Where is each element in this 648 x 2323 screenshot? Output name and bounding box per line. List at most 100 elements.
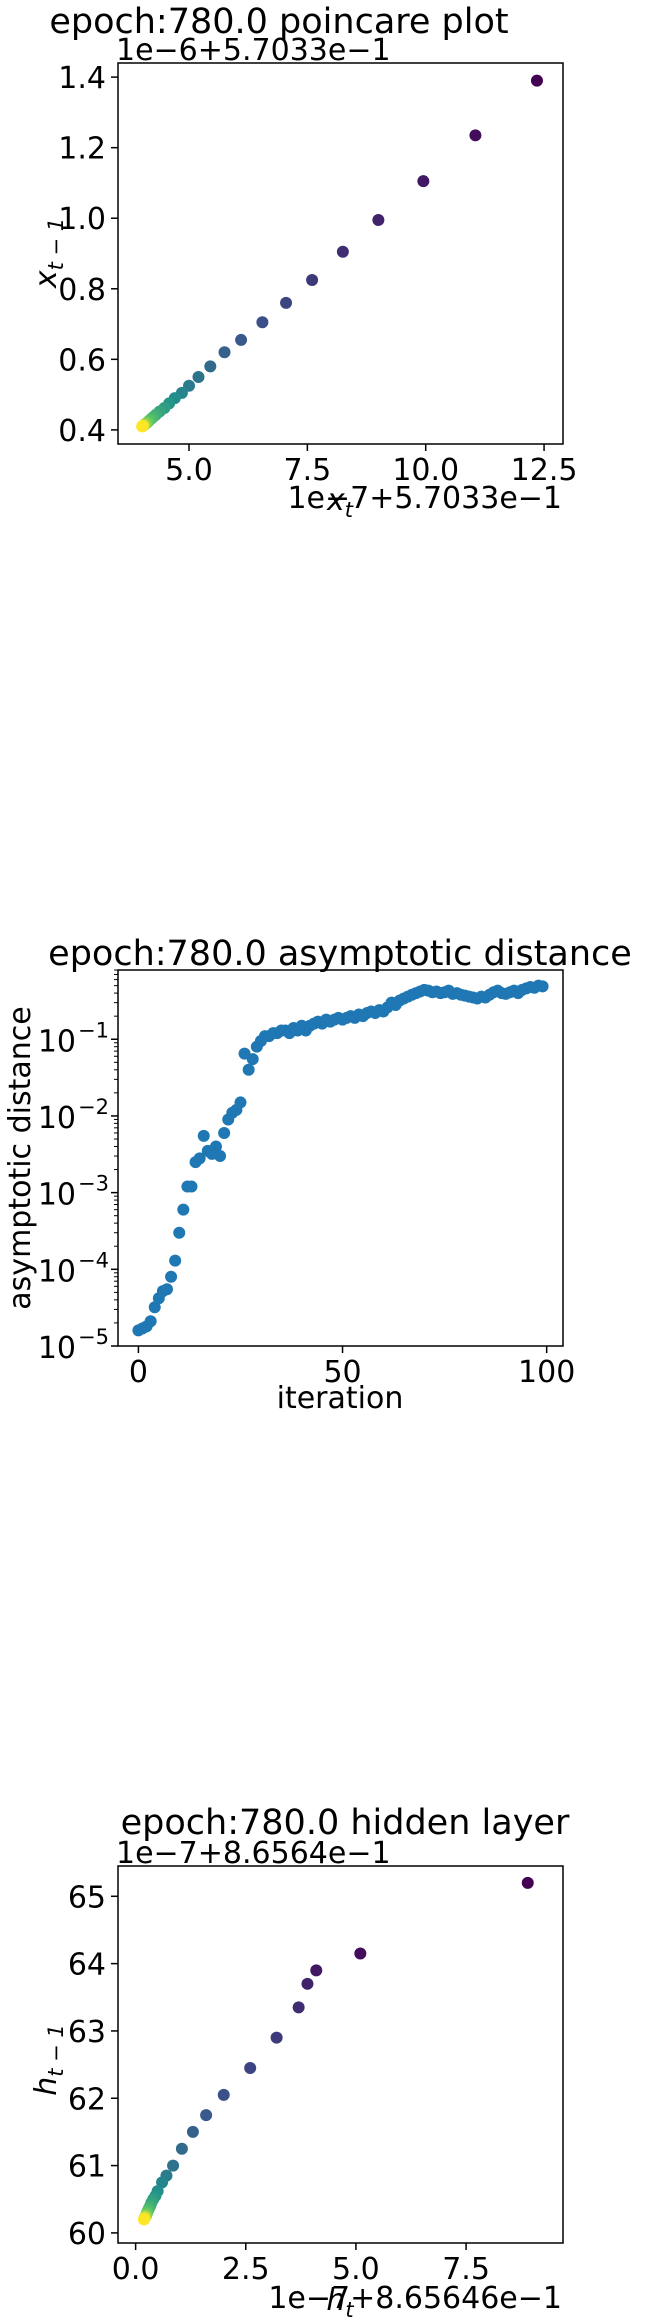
chart3-y-tick-label: 65 — [68, 1880, 106, 1915]
chart3-point — [521, 1876, 534, 1889]
chart1-x-tick-label: 7.5 — [284, 453, 332, 488]
chart1-y-offset-text: 1e−6+5.7033e−1 — [116, 33, 391, 68]
chart1-y-ticks: 0.4 0.6 0.8 1.0 1.2 1.4 — [58, 61, 118, 449]
chart2-x-tick-label: 0 — [129, 1355, 148, 1390]
chart1-point — [530, 74, 543, 87]
chart3-point — [292, 2001, 305, 2014]
chart3-point — [175, 2142, 188, 2155]
chart2-y-tick-exponent: −1 — [78, 1018, 109, 1042]
chart1-point — [417, 175, 430, 188]
chart1-point — [256, 316, 269, 329]
chart3-x-offset-text: 1e−7+8.65646e−1 — [268, 2281, 562, 2316]
chart3-points — [137, 1876, 534, 2226]
chart3-point — [310, 1964, 323, 1977]
chart2-points — [132, 979, 549, 1337]
chart1-point — [306, 273, 319, 286]
chart1-point — [336, 245, 349, 258]
chart3-x-tick-label: 0.0 — [112, 2252, 160, 2287]
chart2-point — [209, 1140, 222, 1153]
chart3-x-ticks: 0.0 2.5 5.0 7.5 — [112, 2243, 490, 2287]
chart1-x-offset-text: 1e−7+5.7033e−1 — [287, 481, 562, 516]
chart1-y-tick-label: 0.4 — [58, 414, 106, 449]
chart3-title: epoch:780.0 hidden layer — [121, 1803, 570, 1843]
chart3-point — [301, 1977, 314, 1990]
chart3-point — [270, 2031, 283, 2044]
chart2-point — [234, 1096, 247, 1109]
hidden-layer-chart: epoch:780.0 hidden layer 1e−7+8.6564e−1 … — [29, 1803, 570, 2322]
chart1-y-tick-label: 1.0 — [58, 202, 106, 237]
chart1-x-tick-label: 5.0 — [165, 453, 213, 488]
chart2-title: epoch:780.0 asymptotic distance — [48, 934, 632, 974]
chart3-point — [354, 1947, 367, 1960]
chart2-point — [165, 1270, 178, 1283]
chart2-point — [160, 1283, 173, 1296]
chart3-y-tick-label: 61 — [68, 2150, 106, 2185]
chart2-point — [185, 1180, 198, 1193]
chart2-point — [169, 1254, 182, 1267]
chart1-point — [372, 213, 385, 226]
chart1-point — [204, 360, 217, 373]
chart1-x-ticks: 5.0 7.5 10.0 12.5 — [165, 444, 577, 488]
chart3-x-tick-label: 7.5 — [442, 2252, 490, 2287]
chart2-y-tick-label: 10 — [38, 1331, 76, 1366]
chart2-y-tick-label: 10 — [38, 1178, 76, 1213]
chart3-x-tick-label: 2.5 — [222, 2252, 270, 2287]
chart3-y-label: ht − 1 — [29, 2024, 68, 2096]
chart2-x-label: iteration — [277, 1381, 404, 1416]
chart3-y-tick-label: 64 — [68, 1948, 106, 1983]
chart2-point — [214, 1150, 227, 1163]
chart2-point — [246, 1053, 259, 1066]
chart2-x-ticks: 0 50 100 — [129, 1346, 575, 1390]
chart3-y-tick-label: 60 — [68, 2217, 106, 2252]
chart2-y-tick-exponent: −5 — [78, 1325, 109, 1349]
chart2-x-tick-label: 100 — [518, 1355, 575, 1390]
chart2-y-tick-exponent: −4 — [78, 1248, 109, 1272]
chart2-point — [242, 1063, 255, 1076]
chart1-y-tick-label: 1.2 — [58, 132, 106, 167]
chart1-points — [136, 74, 543, 433]
chart2-axes-frame — [117, 969, 564, 1347]
chart2-point — [144, 1315, 157, 1328]
chart2-point — [148, 1301, 161, 1314]
chart2-y-tick-label: 10 — [38, 1254, 76, 1289]
chart3-y-offset-text: 1e−7+8.6564e−1 — [116, 1836, 391, 1871]
chart3-x-tick-label: 5.0 — [332, 2252, 380, 2287]
chart1-point — [218, 346, 231, 359]
chart3-y-ticks: 60 61 62 63 64 65 — [68, 1880, 118, 2252]
chart2-point — [197, 1129, 210, 1142]
chart2-y-tick-exponent: −3 — [78, 1172, 109, 1196]
chart2-y-tick-label: 10 — [38, 1101, 76, 1136]
chart1-y-tick-label: 0.8 — [58, 273, 106, 308]
chart3-point — [217, 2088, 230, 2101]
asymptotic-distance-chart: epoch:780.0 asymptotic distance 0 50 100 1… — [3, 934, 632, 1416]
chart3-point — [186, 2125, 199, 2138]
chart3-point — [137, 2213, 150, 2226]
chart1-y-tick-label: 0.6 — [58, 343, 106, 378]
chart2-point — [193, 1152, 206, 1165]
chart2-point — [173, 1226, 186, 1239]
chart3-y-tick-label: 62 — [68, 2082, 106, 2117]
chart1-y-label: xt − 1 — [29, 218, 68, 289]
chart1-point — [280, 296, 293, 309]
chart1-point — [235, 333, 248, 346]
chart1-x-tick-label: 12.5 — [511, 453, 578, 488]
chart1-point — [136, 420, 149, 433]
chart1-point — [469, 129, 482, 142]
chart2-x-tick-label: 50 — [323, 1355, 361, 1390]
chart3-point — [200, 2109, 213, 2122]
chart1-point — [192, 370, 205, 383]
chart2-point — [177, 1203, 190, 1216]
chart1-axes-frame — [117, 62, 564, 445]
chart3-axes-frame — [117, 1865, 564, 2244]
chart2-y-tick-label: 10 — [38, 1024, 76, 1059]
chart2-y-label: asymptotic distance — [3, 1006, 38, 1309]
chart1-y-tick-label: 1.4 — [58, 61, 106, 96]
chart3-point — [244, 2061, 257, 2074]
chart2-point — [536, 980, 549, 993]
chart3-point — [167, 2159, 180, 2172]
poincare-plot-chart: epoch:780.0 poincare plot 1e−6+5.7033e−1… — [29, 2, 577, 522]
chart1-x-tick-label: 10.0 — [392, 453, 459, 488]
chart3-y-tick-label: 63 — [68, 2015, 106, 2050]
chart1-title: epoch:780.0 poincare plot — [49, 2, 508, 42]
